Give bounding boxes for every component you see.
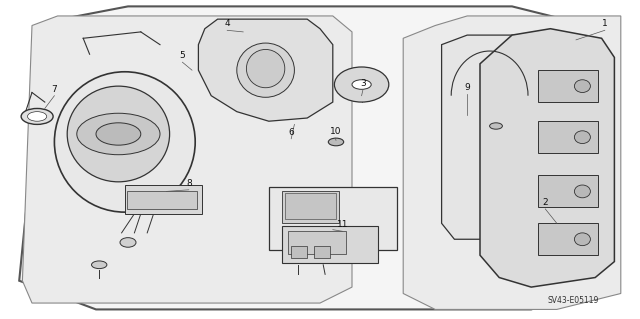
Polygon shape [442, 35, 538, 239]
Bar [538, 70, 598, 102]
Circle shape [328, 138, 344, 146]
Bar [538, 175, 598, 207]
Circle shape [92, 261, 107, 269]
Text: 4: 4 [225, 19, 230, 28]
Bar [269, 187, 397, 250]
Text: 5: 5 [180, 51, 185, 60]
Text: 11: 11 [337, 220, 348, 229]
Circle shape [96, 123, 141, 145]
Ellipse shape [575, 131, 591, 144]
Text: 6: 6 [289, 128, 294, 137]
Polygon shape [22, 16, 352, 303]
Circle shape [21, 108, 53, 124]
Circle shape [77, 113, 160, 155]
Bar [291, 246, 307, 258]
Bar [314, 246, 330, 258]
Ellipse shape [246, 49, 285, 88]
Bar [282, 226, 378, 263]
Bar [282, 191, 339, 223]
Bar [538, 223, 598, 255]
Ellipse shape [575, 185, 591, 198]
Text: 2: 2 [543, 198, 548, 207]
Bar [125, 185, 202, 214]
Text: 9: 9 [465, 83, 470, 92]
Circle shape [352, 80, 371, 89]
Ellipse shape [237, 43, 294, 97]
Text: 3: 3 [360, 79, 365, 88]
Polygon shape [403, 16, 621, 309]
Ellipse shape [575, 233, 591, 246]
Ellipse shape [67, 86, 170, 182]
Bar [285, 193, 336, 219]
Polygon shape [19, 6, 614, 309]
Ellipse shape [54, 72, 195, 212]
Circle shape [490, 123, 502, 129]
Ellipse shape [120, 238, 136, 247]
Ellipse shape [334, 67, 388, 102]
Text: 1: 1 [602, 19, 607, 28]
Text: SV43-E05119: SV43-E05119 [547, 296, 598, 305]
Polygon shape [480, 29, 614, 287]
Text: 10: 10 [330, 127, 341, 136]
Text: 8: 8 [186, 179, 191, 188]
Circle shape [28, 112, 47, 121]
Text: 7: 7 [52, 85, 57, 94]
Polygon shape [198, 19, 333, 121]
Bar [288, 231, 346, 254]
Ellipse shape [575, 80, 591, 93]
Bar [538, 121, 598, 153]
Bar [127, 191, 197, 209]
